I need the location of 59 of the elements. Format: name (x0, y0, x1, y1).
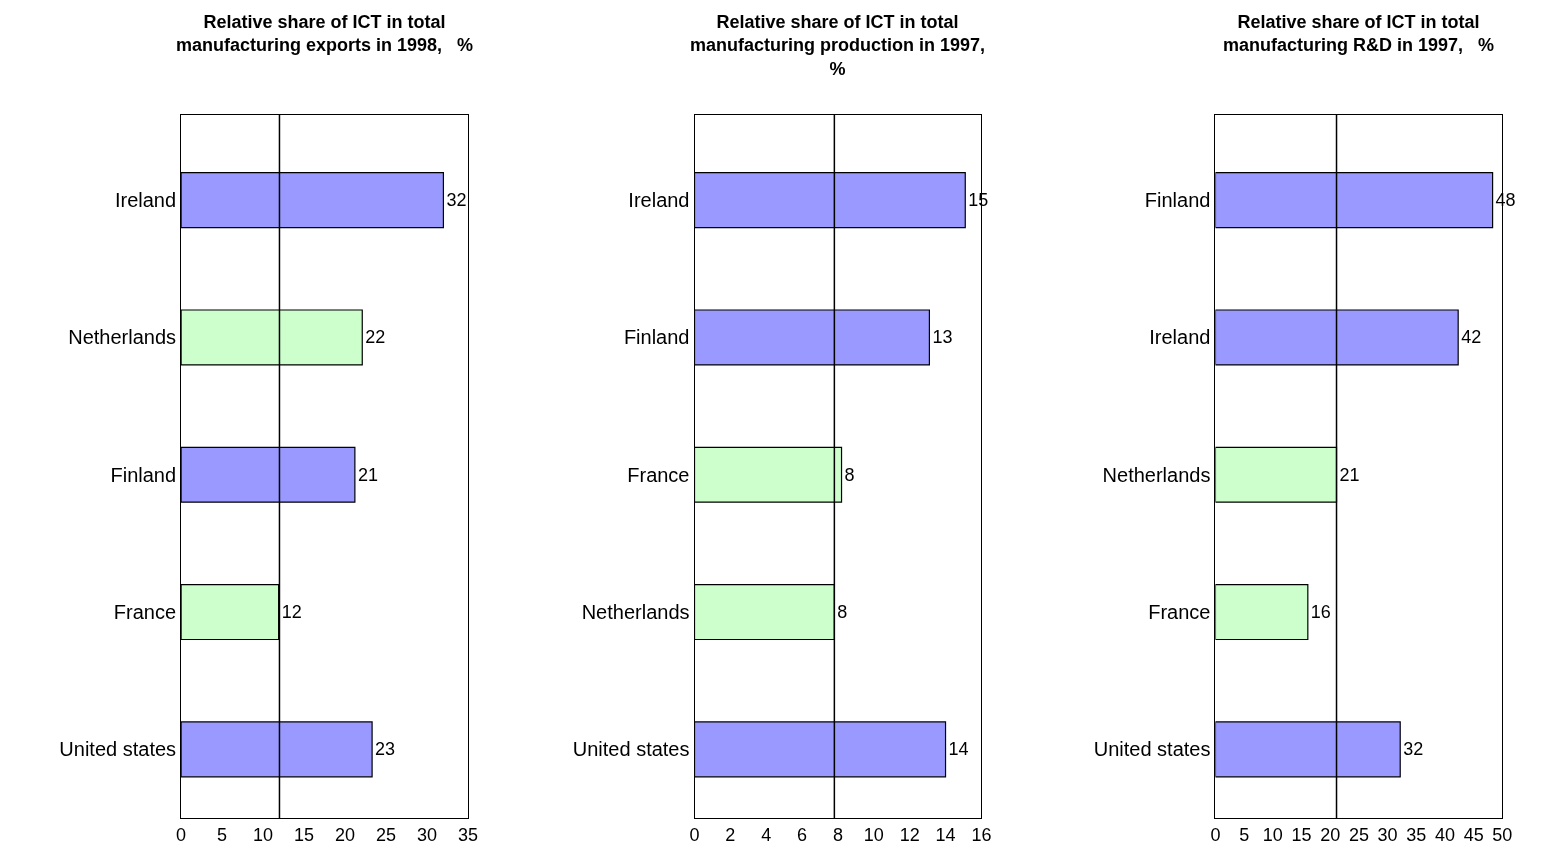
y-tick-label: France (113, 601, 177, 624)
x-tick-label: 8 (832, 824, 843, 845)
y-tick-label: Ireland (114, 189, 177, 212)
y-tick-label: Netherlands (68, 326, 177, 349)
chart-title: Relative share of ICT in total manufacturing production in 1997, % (690, 12, 986, 79)
data-label: 23 (375, 739, 396, 760)
data-label: 8 (837, 602, 848, 623)
x-tick-label: 20 (1320, 824, 1341, 845)
data-label: 13 (932, 327, 953, 348)
data-label: 21 (357, 464, 378, 485)
chart-title: Relative share of ICT in total manufacturing R&D in 1997, % (1223, 12, 1495, 56)
y-tick-label: France (1148, 601, 1211, 624)
x-tick-label: 2 (725, 824, 736, 845)
x-tick-label: 35 (457, 824, 479, 845)
x-tick-label: 45 (1463, 824, 1484, 845)
y-tick-label: Ireland (628, 189, 690, 212)
x-tick-label: 5 (1239, 824, 1250, 845)
x-tick-label: 0 (1210, 824, 1221, 845)
x-tick-label: 50 (1492, 824, 1513, 845)
x-tick-label: 5 (217, 824, 228, 845)
chart-title: Relative share of ICT in total manufacturing exports in 1998, % (176, 12, 474, 56)
x-tick-label: 4 (761, 824, 772, 845)
x-tick-label: 6 (797, 824, 808, 845)
x-tick-label: 0 (176, 824, 187, 845)
data-label: 16 (1310, 602, 1331, 623)
data-label: 22 (365, 327, 386, 348)
x-tick-label: 25 (376, 824, 397, 845)
data-label: 32 (446, 190, 467, 211)
x-tick-label: 14 (935, 824, 956, 845)
y-tick-label: United states (59, 738, 177, 761)
data-label: 14 (948, 739, 969, 760)
y-tick-label: Ireland (1149, 326, 1211, 349)
x-tick-label: 12 (899, 824, 920, 845)
data-label: 21 (1339, 464, 1360, 485)
y-tick-label: United states (572, 738, 690, 761)
x-tick-label: 30 (1377, 824, 1398, 845)
x-tick-label: 10 (1262, 824, 1283, 845)
x-tick-label: 10 (863, 824, 884, 845)
x-tick-label: 10 (253, 824, 274, 845)
data-label: 32 (1403, 739, 1424, 760)
y-tick-label: United states (1093, 738, 1211, 761)
x-tick-label: 0 (689, 824, 700, 845)
x-tick-label: 20 (335, 824, 356, 845)
x-tick-label: 15 (1291, 824, 1312, 845)
x-tick-label: 40 (1434, 824, 1455, 845)
data-label: 42 (1461, 327, 1482, 348)
x-tick-label: 30 (416, 824, 438, 845)
x-tick-label: 16 (971, 824, 992, 845)
y-tick-label: Finland (1144, 189, 1211, 212)
y-tick-label: Finland (623, 326, 690, 349)
x-tick-label: 25 (1348, 824, 1369, 845)
y-tick-label: Netherlands (581, 601, 690, 624)
x-tick-label: 15 (294, 824, 315, 845)
y-tick-label: Netherlands (1102, 463, 1211, 486)
data-label: 8 (844, 464, 855, 485)
data-label: 12 (281, 602, 302, 623)
y-tick-label: France (627, 463, 690, 486)
y-tick-label: Finland (110, 463, 177, 486)
x-tick-label: 35 (1406, 824, 1427, 845)
